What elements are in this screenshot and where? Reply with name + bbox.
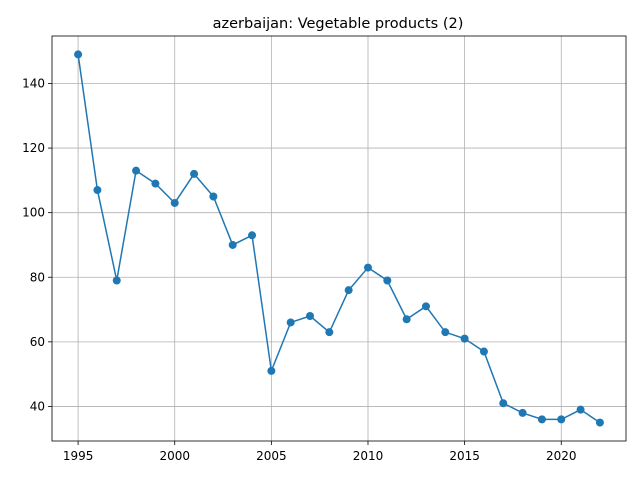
data-point: [383, 276, 392, 285]
data-point: [441, 328, 450, 337]
data-point: [344, 286, 353, 295]
x-tick: 2005: [256, 441, 287, 463]
y-tick: 80: [30, 270, 52, 284]
x-tick: 2010: [353, 441, 384, 463]
data-point: [557, 415, 566, 424]
x-tick-label: 2010: [353, 449, 384, 463]
y-tick-label: 40: [30, 399, 45, 413]
x-tick-label: 2020: [546, 449, 577, 463]
x-tick-label: 2015: [449, 449, 480, 463]
data-point: [267, 366, 276, 375]
y-tick-label: 60: [30, 335, 45, 349]
y-tick-label: 100: [22, 206, 45, 220]
data-point: [286, 318, 295, 327]
y-tick: 140: [22, 76, 52, 90]
y-tick-label: 140: [22, 76, 45, 90]
x-axis: 1995 2000 2005 2010 2015 2020: [63, 441, 577, 463]
data-point: [248, 231, 257, 240]
data-point: [576, 405, 585, 414]
data-point: [306, 312, 315, 321]
data-point: [595, 418, 604, 427]
data-point: [402, 315, 411, 324]
x-tick: 2015: [449, 441, 480, 463]
data-point: [325, 328, 334, 337]
series-group: [74, 50, 604, 427]
data-point: [112, 276, 121, 285]
plot-frame: [51, 35, 627, 442]
y-tick: 60: [30, 335, 52, 349]
x-tick-label: 2005: [256, 449, 287, 463]
data-point: [132, 166, 141, 175]
data-point: [209, 192, 218, 201]
series-line: [77, 54, 601, 424]
y-tick-label: 80: [30, 270, 45, 284]
data-point: [190, 169, 199, 178]
data-point: [537, 415, 546, 424]
grid-lines: [52, 36, 626, 441]
data-point: [479, 347, 488, 356]
data-point: [460, 334, 469, 343]
x-tick: 2000: [159, 441, 190, 463]
data-point: [228, 240, 237, 249]
data-point: [74, 50, 83, 59]
data-point: [518, 408, 527, 417]
x-tick-label: 2000: [159, 449, 190, 463]
data-point: [93, 186, 102, 195]
data-point: [499, 399, 508, 408]
y-tick-label: 120: [22, 141, 45, 155]
x-tick: 2020: [546, 441, 577, 463]
data-point: [421, 302, 430, 311]
x-tick-label: 1995: [63, 449, 94, 463]
y-tick: 120: [22, 141, 52, 155]
x-tick: 1995: [63, 441, 94, 463]
data-point: [170, 198, 179, 207]
chart-title: azerbaijan: Vegetable products (2): [213, 16, 464, 32]
y-tick: 100: [22, 206, 52, 220]
y-axis: 40 60 80 100 120 140: [22, 76, 52, 413]
data-point: [363, 263, 372, 272]
data-point: [151, 179, 160, 188]
y-tick: 40: [30, 399, 52, 413]
